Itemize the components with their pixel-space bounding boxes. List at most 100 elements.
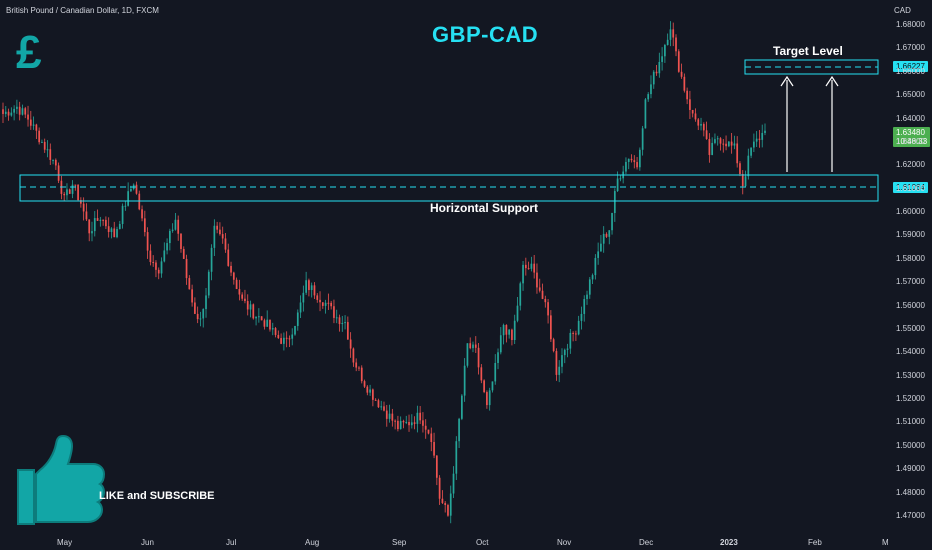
candle-body [419,412,422,421]
candle-body [29,119,32,126]
candle-body [321,302,324,306]
candle-body [216,225,219,230]
candle-body [135,184,138,194]
candle-body [366,386,369,393]
candle-body [399,420,402,430]
candle-body [57,165,60,181]
candle-body [18,106,21,115]
candle-body [319,299,321,303]
x-tick-label: Jun [141,538,154,547]
candle-body [313,285,316,296]
y-tick-label: 1.48000 [896,487,925,497]
candle-body [388,413,391,419]
candle-body [127,191,130,206]
candle-body [583,299,586,314]
y-tick-label: 1.53000 [896,370,925,380]
candle-body [32,124,35,126]
candle-body [335,317,338,319]
candle-body [66,189,68,196]
y-tick-label: 1.64000 [896,113,925,123]
candle-body [652,71,655,85]
candle-body [391,413,394,421]
candle-body [383,406,385,411]
candle-body [611,213,613,231]
candle-body [41,141,43,143]
candle-body [683,76,686,91]
candle-body [402,420,405,423]
candle-body [124,205,127,207]
candle-body [741,174,744,187]
candle-body [438,477,441,499]
candle-body [533,263,536,273]
candle-body [263,320,266,327]
currency-label: CAD [894,6,911,15]
candle-body [561,355,563,367]
candle-body [458,418,460,442]
candle-body [213,225,216,248]
candle-body [291,334,294,339]
candle-body [338,317,341,325]
y-tick-label: 1.57000 [896,277,925,287]
candle-body [744,176,747,187]
x-tick-label: May [57,538,73,547]
x-tick-label: Feb [808,538,822,547]
candle-body [536,272,538,288]
last-price-tag: 1.63480 10:48:33 [893,127,931,147]
candle-body [739,163,741,175]
horizontal-support-label: Horizontal Support [430,201,538,215]
candle-body [686,90,688,100]
candle-body [377,400,380,408]
y-tick-label: 1.49000 [896,464,925,474]
candle-body [750,147,752,156]
chart-title: GBP-CAD [432,22,539,47]
candle-body [705,130,708,140]
candle-body [644,99,647,129]
candle-body [302,292,305,303]
x-tick-label: Oct [476,538,489,547]
x-tick-label: Dec [639,538,654,547]
candle-body [308,280,310,291]
candle-body [725,143,727,147]
candle-body [177,219,180,234]
x-tick-label: Sep [392,538,407,547]
candle-body [324,302,327,306]
candle-body [477,347,480,368]
candle-body [74,184,77,186]
candle-body [719,138,722,144]
candle-body [113,228,116,238]
candle-body [255,316,257,319]
candle-body [241,294,244,299]
candle-body [408,422,410,426]
candle-body [355,362,358,368]
y-tick-label: 1.52000 [896,394,925,404]
candle-body [641,128,644,150]
candle-body [360,367,363,382]
candle-body [180,233,182,250]
candle-body [549,315,552,340]
candle-body [52,159,54,161]
candle-body [625,161,627,172]
candle-body [341,322,344,325]
candle-body [49,149,52,160]
candle-body [463,365,466,396]
candle-body [630,158,633,161]
candle-body [538,287,541,291]
candle-body [552,339,555,352]
candle-body [269,319,271,330]
candle-body [99,219,102,221]
candle-body [210,247,213,272]
candle-body [107,226,110,232]
candle-body [575,333,577,335]
candle-body [466,343,469,366]
candle-body [594,257,597,276]
candle-body [160,261,163,274]
zones-group [19,59,879,202]
y-tick-label: 1.63000 [896,136,925,146]
candle-body [638,149,641,168]
candle-body [761,132,764,140]
candle-body [46,149,49,151]
candle-body [35,124,38,131]
candle-body [349,339,352,349]
candle-body [747,155,750,177]
candle-body [672,29,675,38]
